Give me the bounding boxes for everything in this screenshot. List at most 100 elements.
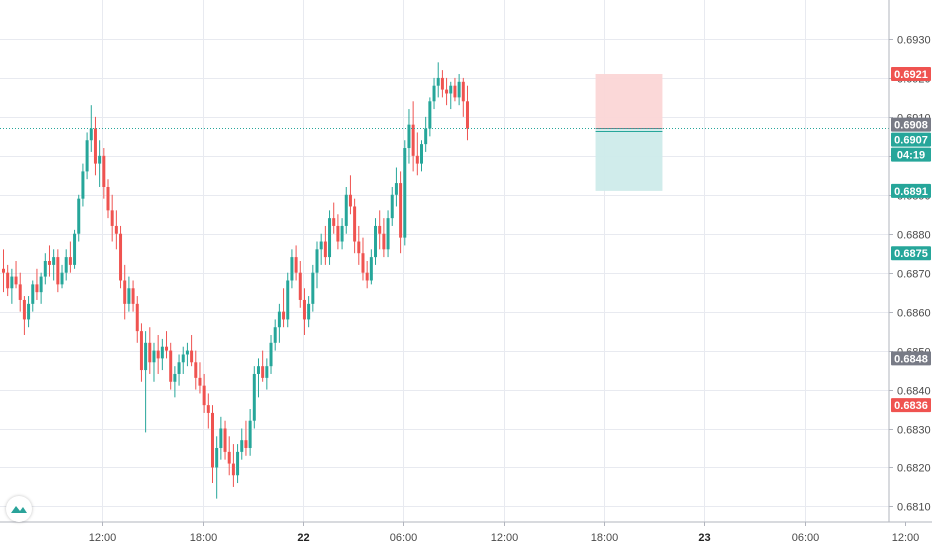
candle	[27, 296, 31, 328]
candle-body	[152, 350, 156, 363]
candle	[6, 264, 10, 297]
candle	[461, 77, 465, 117]
price-axis-bg[interactable]	[889, 0, 932, 522]
price-badge-label: 0.6921	[894, 69, 928, 81]
candle-body	[340, 225, 344, 242]
candle-body	[399, 183, 403, 238]
candle-body	[236, 451, 240, 476]
time-tick-label: 22	[297, 532, 309, 544]
candle-body	[361, 253, 365, 273]
candle	[248, 409, 252, 456]
candle-body	[165, 346, 169, 351]
price-badge: 0.6908	[891, 117, 931, 132]
time-tick-label: 12:00	[892, 532, 920, 544]
candle	[256, 358, 260, 398]
candle	[89, 105, 93, 152]
candle	[328, 210, 332, 265]
candle	[231, 444, 235, 487]
candle-body	[139, 331, 143, 371]
candle	[365, 261, 369, 289]
candle	[298, 261, 302, 308]
candle	[340, 218, 344, 250]
candle	[361, 237, 365, 281]
candle-body	[64, 257, 68, 273]
candle-body	[43, 261, 47, 277]
candle-body	[110, 210, 114, 226]
candle-body	[424, 128, 428, 145]
candle	[152, 342, 156, 382]
candle-body	[394, 183, 398, 195]
candle-body	[382, 233, 386, 250]
candle	[265, 358, 269, 390]
candle-body	[223, 428, 227, 452]
tradingview-logo[interactable]	[6, 496, 32, 522]
candle-body	[219, 428, 223, 448]
time-axis-bg[interactable]	[0, 522, 932, 550]
candle-body	[244, 440, 248, 448]
candle-body	[461, 81, 465, 102]
candle	[77, 194, 81, 242]
stop-loss-zone[interactable]	[595, 74, 663, 129]
candle-body	[311, 272, 315, 304]
candle	[440, 70, 444, 98]
candle-body	[378, 225, 382, 234]
take-profit-zone[interactable]	[595, 128, 663, 191]
candle	[394, 167, 398, 207]
candle	[269, 335, 273, 374]
candle	[357, 225, 361, 265]
candle-body	[206, 405, 210, 413]
price-badge: 0.6891	[891, 183, 931, 198]
logo-icon	[11, 506, 27, 513]
candle-body	[39, 276, 43, 293]
position-tool[interactable]	[595, 74, 663, 191]
candle-body	[73, 233, 77, 265]
price-badge-label: 0.6908	[894, 120, 928, 132]
price-badge-bg	[891, 147, 931, 162]
candle-body	[365, 272, 369, 281]
candle-body	[390, 194, 394, 219]
price-tick-label: 0.6810	[897, 502, 931, 514]
price-badge-label: 04:19	[897, 150, 925, 162]
candle	[169, 342, 173, 390]
price-tick-label: 0.6840	[897, 386, 931, 398]
price-badge: 0.6875	[891, 246, 931, 261]
candle	[123, 264, 127, 320]
candle-body	[282, 311, 286, 320]
candle-body	[190, 350, 194, 363]
price-badge: 0.6921	[891, 67, 931, 82]
price-badge-label: 0.6907	[894, 135, 928, 147]
candle-body	[353, 206, 357, 242]
candle	[302, 288, 306, 336]
candle	[390, 186, 394, 226]
candle-body	[307, 303, 311, 320]
candle-body	[160, 346, 164, 359]
candle	[311, 264, 315, 312]
time-axis: 12:00 18:00 22 06:00 12:00 18:00 23 06:00 12:00	[89, 522, 920, 544]
candle	[211, 405, 214, 484]
candle-body	[269, 342, 273, 367]
candle	[110, 194, 114, 242]
candle	[261, 350, 265, 382]
candle-body	[106, 186, 110, 211]
time-tick-label: 23	[698, 532, 710, 544]
candle-body	[119, 233, 123, 281]
candle	[156, 335, 160, 374]
candle-body	[14, 276, 18, 285]
candle-body	[428, 101, 432, 129]
candle-body	[60, 272, 64, 285]
price-badge-label: 0.6875	[894, 248, 928, 260]
candle-body	[323, 241, 327, 258]
candle	[165, 331, 169, 359]
candle-body	[77, 198, 81, 234]
candle	[236, 444, 240, 484]
candle	[294, 245, 298, 281]
candle-body	[407, 124, 411, 149]
candle-body	[344, 194, 348, 226]
time-tick-label: 06:00	[792, 532, 820, 544]
price-badge-bg	[891, 67, 931, 82]
candle-body	[415, 155, 419, 164]
candle	[457, 74, 461, 106]
candle-body	[348, 194, 352, 207]
price-tick-label: 0.6870	[897, 269, 931, 281]
